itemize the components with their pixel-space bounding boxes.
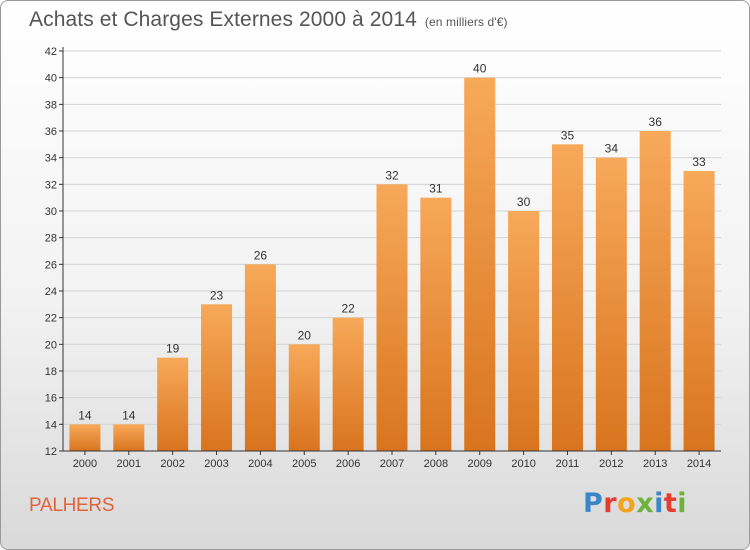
logo-letter: P — [583, 488, 604, 519]
bar-2008 — [420, 197, 452, 451]
bar-2006 — [332, 317, 364, 451]
bar-2009 — [464, 77, 496, 452]
value-label-2012: 34 — [605, 142, 619, 156]
logo-letter: r — [603, 488, 618, 519]
value-label-2007: 32 — [385, 168, 399, 182]
x-tick-label-2013: 2013 — [643, 458, 667, 470]
bar-2011 — [551, 144, 583, 452]
y-tick-label: 16 — [45, 393, 57, 405]
y-tick-label: 36 — [45, 126, 57, 138]
bar-2007 — [376, 184, 408, 452]
bar-2014 — [683, 171, 715, 451]
value-label-2000: 14 — [78, 408, 92, 422]
value-label-2009: 40 — [473, 62, 487, 76]
x-tick-label-2010: 2010 — [511, 458, 535, 470]
y-tick-label: 28 — [45, 233, 57, 245]
x-tick-label-2002: 2002 — [160, 458, 184, 470]
y-tick-label: 14 — [45, 419, 57, 431]
x-tick-label-2003: 2003 — [204, 458, 228, 470]
x-tick-label-2000: 2000 — [73, 458, 97, 470]
bar-2003 — [201, 304, 233, 451]
value-label-2004: 26 — [254, 248, 268, 262]
axes — [59, 47, 721, 455]
y-tick-label: 32 — [45, 179, 57, 191]
y-tick-label: 22 — [45, 313, 57, 325]
bar-2004 — [244, 264, 276, 451]
value-label-2014: 33 — [692, 155, 706, 169]
x-tick-label-2011: 2011 — [556, 458, 580, 470]
x-tick-label-2004: 2004 — [248, 458, 272, 470]
logo-letter: i — [677, 488, 688, 519]
y-tick-label: 24 — [45, 286, 57, 298]
y-tick-label: 38 — [45, 99, 57, 111]
labels: 12 14 16 18 20 22 24 26 28 30 32 34 36 38 40 42 14 2000 14… — [45, 46, 712, 470]
chart-unit: (en milliers d'€) — [424, 15, 508, 29]
x-tick-label-2005: 2005 — [292, 458, 316, 470]
y-tick-label: 20 — [45, 339, 57, 351]
value-label-2006: 22 — [341, 302, 355, 316]
value-label-2002: 19 — [166, 342, 180, 356]
y-tick-label: 26 — [45, 259, 57, 271]
value-label-2005: 20 — [298, 328, 312, 342]
value-label-2003: 23 — [210, 288, 224, 302]
y-tick-label: 18 — [45, 366, 57, 378]
value-label-2013: 36 — [649, 115, 663, 129]
value-label-2001: 14 — [122, 408, 136, 422]
x-tick-label-2001: 2001 — [117, 458, 141, 470]
logo-letter: t — [663, 488, 678, 519]
bar-2010 — [508, 211, 540, 451]
bar-2012 — [595, 157, 627, 451]
bar-2013 — [639, 131, 671, 451]
y-tick-label: 40 — [45, 73, 57, 85]
commune-name: PALHERS — [29, 495, 115, 516]
chart-title: Achats et Charges Externes 2000 à 2014 (e… — [29, 8, 508, 32]
logo-letter: x — [636, 488, 655, 519]
chart-title-text: Achats et Charges Externes 2000 à 2014 — [29, 8, 417, 31]
bars — [69, 77, 715, 452]
bar-2002 — [157, 357, 189, 451]
bar-2001 — [113, 424, 145, 451]
x-tick-label-2009: 2009 — [467, 458, 491, 470]
y-tick-label: 12 — [45, 446, 57, 458]
bar-2005 — [288, 344, 320, 451]
x-tick-label-2008: 2008 — [424, 458, 448, 470]
logo-letter: i — [654, 488, 664, 519]
value-label-2010: 30 — [517, 195, 531, 209]
x-tick-label-2012: 2012 — [599, 458, 623, 470]
y-tick-label: 34 — [45, 153, 57, 165]
y-tick-label: 30 — [45, 206, 57, 218]
x-tick-label-2006: 2006 — [336, 458, 360, 470]
x-tick-label-2014: 2014 — [687, 458, 711, 470]
value-label-2011: 35 — [561, 128, 575, 142]
bar-2000 — [69, 424, 101, 451]
value-label-2008: 31 — [429, 182, 443, 196]
x-tick-label-2007: 2007 — [380, 458, 404, 470]
proxiti-logo: Proxiti — [583, 488, 687, 519]
logo-letter: o — [617, 488, 637, 519]
y-tick-label: 42 — [45, 46, 57, 58]
